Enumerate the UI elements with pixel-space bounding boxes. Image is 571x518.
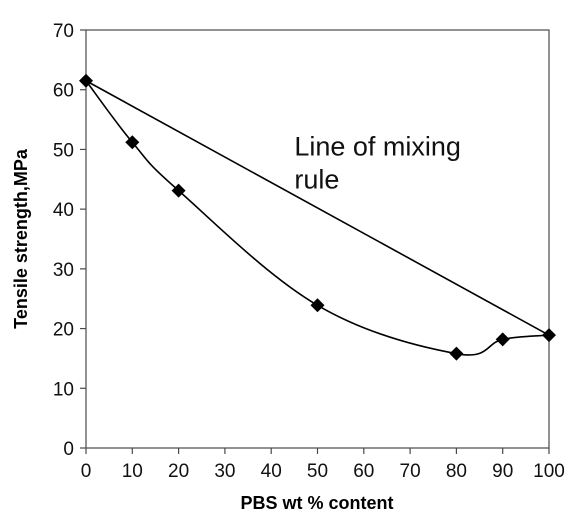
y-axis-title: Tensile strength,MPa [11, 148, 31, 329]
y-tick-label: 40 [53, 200, 74, 221]
y-tick-label: 10 [53, 379, 74, 400]
x-tick-label: 90 [492, 461, 513, 482]
y-tick-label: 50 [53, 140, 74, 161]
annotation-line: Line of mixing [294, 131, 461, 161]
x-tick-label: 100 [533, 461, 565, 482]
x-tick-label: 60 [353, 461, 374, 482]
mixing-rule-annotation: Line of mixing rule [294, 131, 461, 194]
x-tick-label: 20 [168, 461, 189, 482]
data-point-marker [171, 183, 186, 198]
data-point-marker [495, 332, 510, 347]
x-tick-label: 0 [81, 461, 92, 482]
data-point-marker [310, 298, 325, 313]
y-tick-label: 30 [53, 260, 74, 281]
data-point-marker [125, 135, 140, 150]
annotation-line: rule [294, 164, 339, 194]
y-tick-label: 60 [53, 81, 74, 102]
x-axis-title: PBS wt % content [240, 493, 393, 513]
data-point-marker [449, 346, 464, 361]
y-axis: 0 10 20 30 40 50 60 70 [53, 21, 86, 460]
x-tick-label: 10 [122, 461, 143, 482]
plot-area [85, 29, 550, 449]
y-tick-label: 20 [53, 320, 74, 341]
x-tick-label: 50 [307, 461, 328, 482]
x-tick-label: 80 [446, 461, 467, 482]
y-tick-label: 0 [63, 439, 74, 460]
series-layer [79, 73, 556, 361]
x-tick-label: 70 [400, 461, 421, 482]
y-tick-label: 70 [53, 21, 74, 42]
mixing-rule-line [85, 80, 550, 336]
x-tick-label: 40 [261, 461, 282, 482]
x-tick-label: 30 [214, 461, 235, 482]
x-axis: 0 10 20 30 40 50 60 70 80 90 100 [81, 448, 565, 482]
